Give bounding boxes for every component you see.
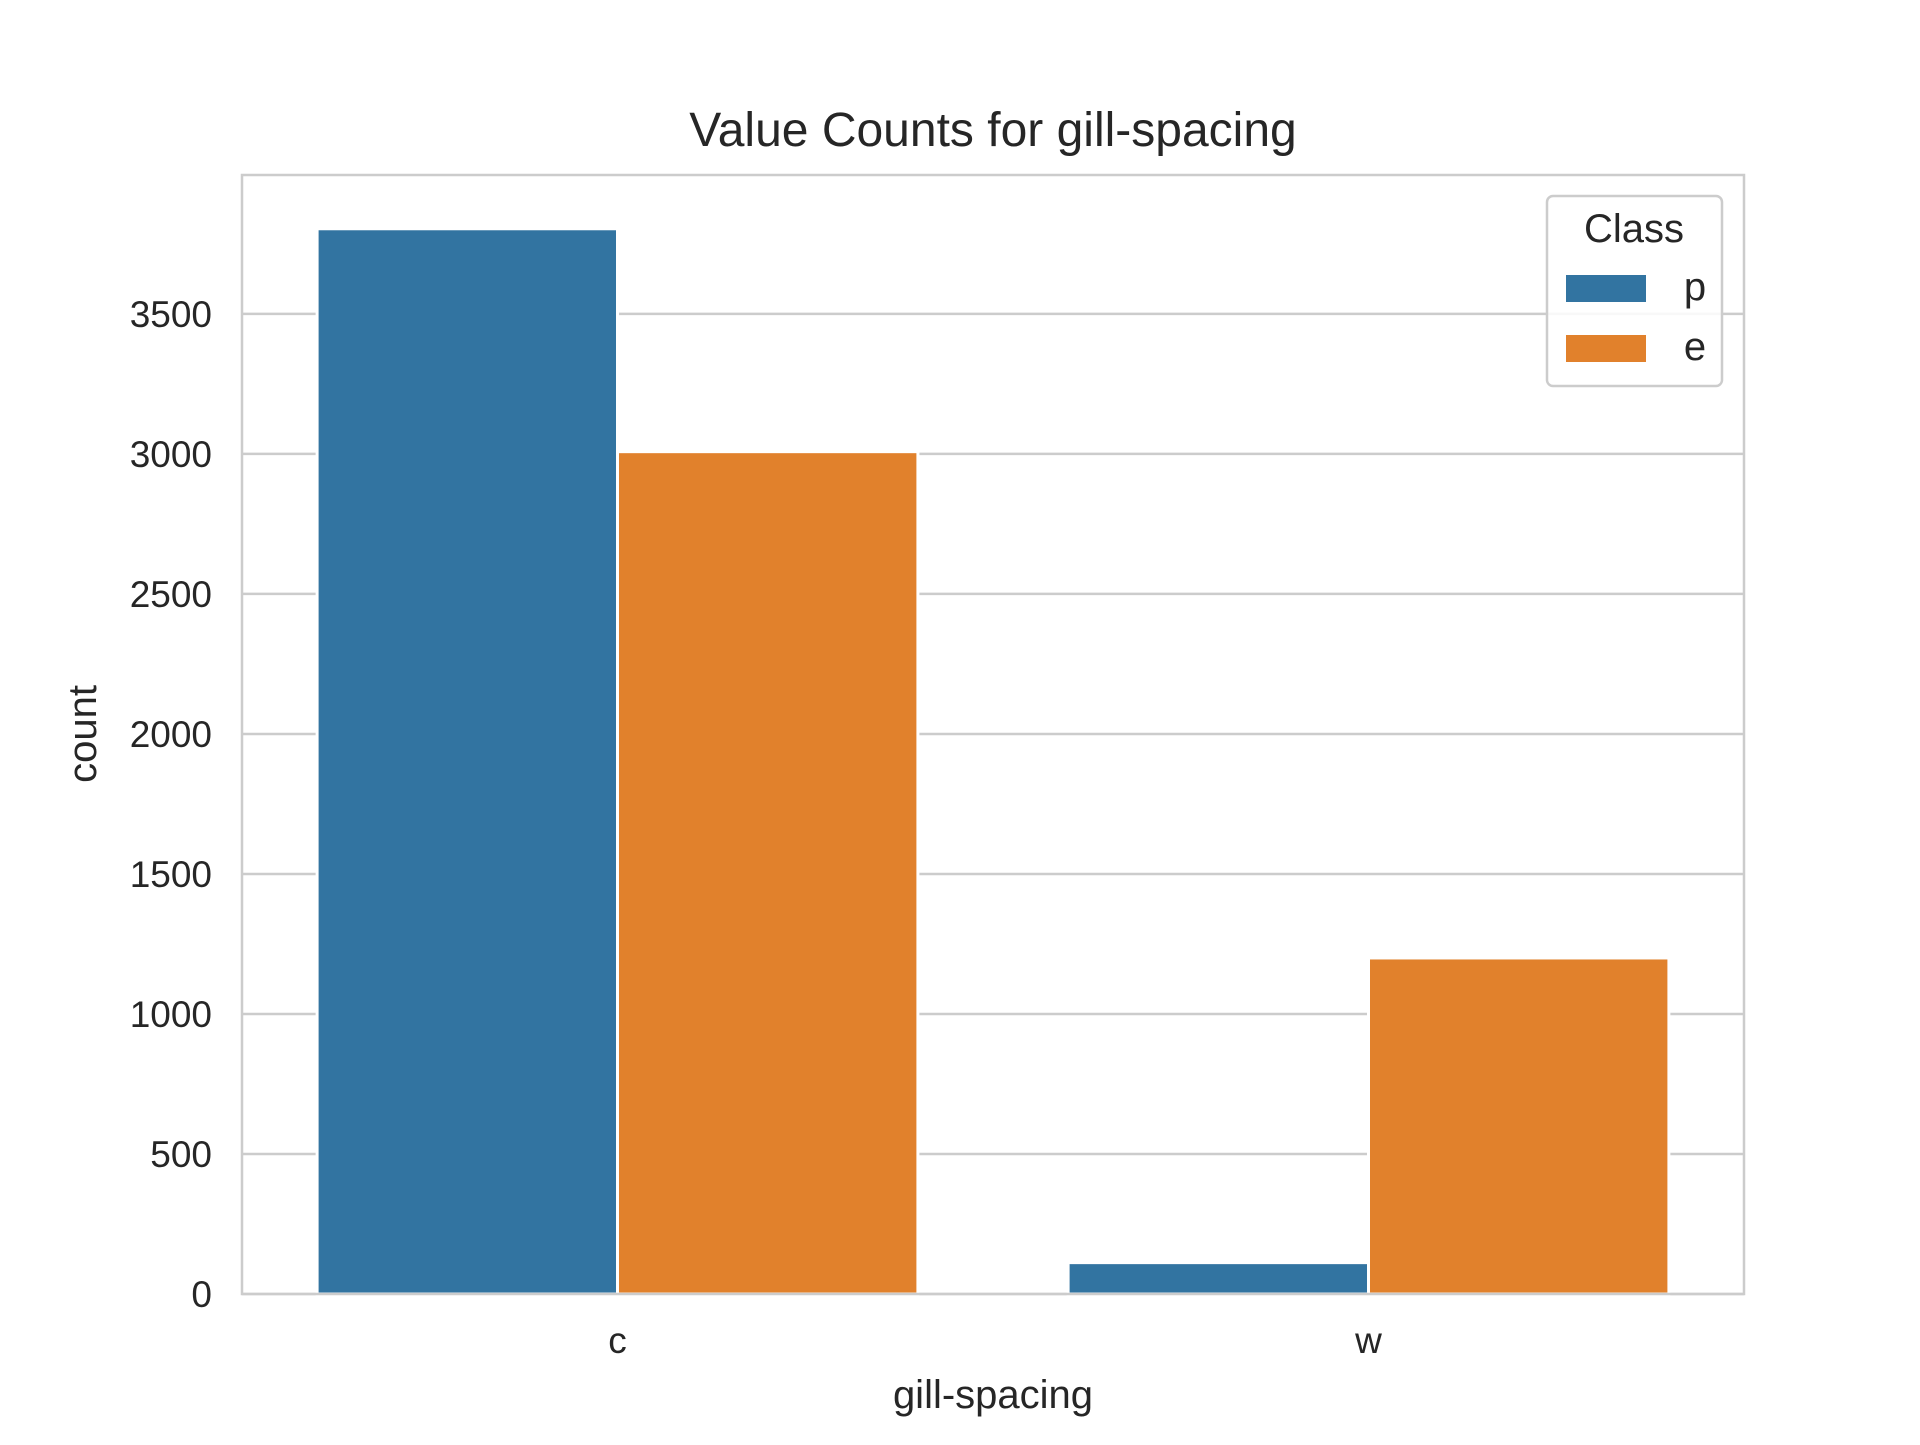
legend-swatch-e: [1566, 335, 1646, 362]
x-tick-label: c: [608, 1320, 627, 1361]
y-tick-label: 500: [150, 1134, 212, 1175]
y-tick-label: 2000: [130, 714, 212, 755]
y-tick-label: 0: [191, 1274, 212, 1315]
x-tick-label: w: [1354, 1320, 1382, 1361]
bar-e-w: [1367, 956, 1671, 1296]
plot-frame: [240, 173, 1746, 1296]
bar-e-c: [616, 450, 920, 1296]
y-axis-label: count: [61, 685, 105, 783]
legend-title: Class: [1584, 207, 1684, 251]
bars: [315, 227, 1671, 1296]
y-tick-label: 1000: [130, 994, 212, 1035]
chart-title: Value Counts for gill-spacing: [689, 104, 1296, 157]
bar-p-w: [1066, 1261, 1370, 1296]
y-tick-label: 3500: [130, 294, 212, 335]
legend-label-e: e: [1684, 325, 1706, 369]
y-tick-label: 2500: [130, 574, 212, 615]
legend-items: pe: [1566, 265, 1706, 369]
bar-p-c: [315, 227, 619, 1296]
y-tick-label: 3000: [130, 434, 212, 475]
y-tick-labels: 0 500 1000 1500 2000 2500 3000 3500: [130, 294, 212, 1315]
x-axis-label: gill-spacing: [893, 1373, 1093, 1417]
y-tick-label: 1500: [130, 854, 212, 895]
legend-label-p: p: [1684, 265, 1706, 309]
legend-swatch-p: [1566, 275, 1646, 302]
legend: Class pe: [1545, 194, 1724, 388]
